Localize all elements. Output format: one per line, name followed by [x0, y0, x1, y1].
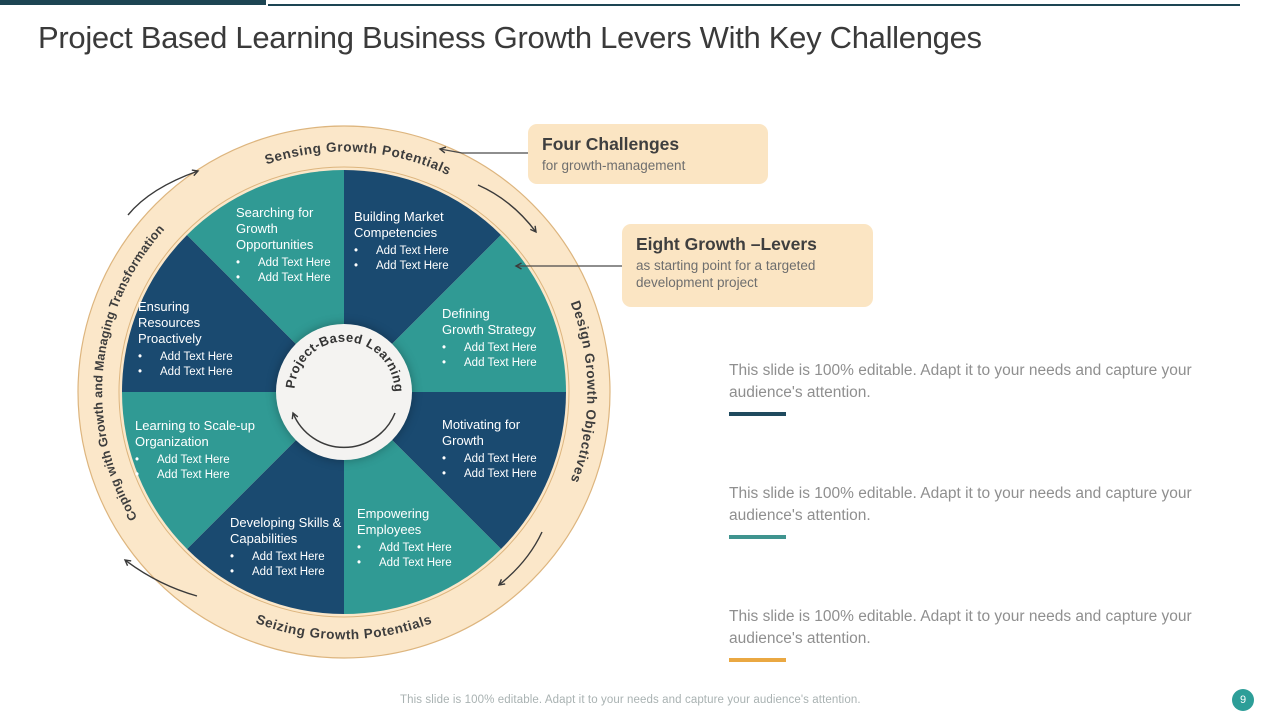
bullet-text: Add Text Here: [379, 556, 452, 569]
note-accent-bar: [729, 658, 786, 662]
bullet-text: Add Text Here: [464, 453, 537, 465]
editable-note-2[interactable]: This slide is 100% editable. Adapt it to…: [729, 483, 1221, 539]
segment-title: Developing Skills & Capabilities: [230, 515, 342, 546]
bullet-icon: •: [236, 257, 241, 269]
ring-arrow-ne-icon: [477, 184, 537, 234]
segment-text-defining-strategy[interactable]: Defining Growth Strategy • Add Text Here …: [442, 306, 560, 370]
bullet-text: Add Text Here: [157, 454, 230, 466]
note-text: This slide is 100% editable. Adapt it to…: [729, 362, 1192, 401]
segment-title: Empowering Employees: [357, 506, 430, 537]
bullet-icon: •: [135, 454, 140, 466]
callout-subtitle: for growth-management: [542, 158, 686, 173]
bullet-icon: •: [354, 245, 359, 257]
bullet-icon: •: [442, 356, 447, 369]
bullet-icon: •: [357, 556, 362, 569]
top-accent-line: [268, 4, 1240, 6]
segment-text-empowering-employees[interactable]: Empowering Employees • Add Text Here • Add…: [357, 506, 475, 570]
bullet-icon: •: [354, 259, 359, 272]
note-accent-bar: [729, 412, 786, 416]
bullet-icon: •: [138, 365, 143, 378]
bullet-text: Add Text Here: [252, 551, 325, 563]
page-number-badge[interactable]: 9: [1232, 689, 1254, 711]
bullet-text: Add Text Here: [464, 467, 537, 480]
bullet-icon: •: [230, 551, 235, 563]
callout-title: Four Challenges: [542, 134, 680, 154]
ring-arrow-se-icon: [497, 531, 543, 586]
inner-ring-border: [118, 166, 570, 618]
bullet-text: Add Text Here: [379, 542, 452, 554]
bullet-text: Add Text Here: [252, 565, 325, 578]
bullet-text: Add Text Here: [160, 365, 233, 378]
bullet-icon: •: [442, 453, 447, 465]
bullet-icon: •: [442, 342, 447, 354]
note-text: This slide is 100% editable. Adapt it to…: [729, 485, 1192, 524]
bullet-icon: •: [135, 468, 140, 481]
bullet-icon: •: [442, 467, 447, 480]
bullet-icon: •: [138, 351, 143, 363]
bullet-icon: •: [230, 565, 235, 578]
center-hub: [276, 324, 412, 460]
ring-arrow-sw-icon: [123, 559, 198, 597]
bullet-icon: •: [236, 271, 241, 284]
connector-four-challenges: [438, 146, 528, 154]
bullet-text: Add Text Here: [376, 259, 449, 272]
bullet-icon: •: [357, 542, 362, 554]
segment-text-building-market[interactable]: Building Market Competencies • Add Text H…: [354, 209, 480, 273]
center-cycle-arrow-icon: [291, 411, 396, 449]
segment-title: Defining Growth Strategy: [442, 306, 536, 337]
callout-eight-growth-levers[interactable]: Eight Growth –Levers as starting point f…: [622, 224, 873, 307]
ring-arrow-nw-icon: [127, 169, 200, 216]
note-accent-bar: [729, 535, 786, 539]
segment-text-searching-opportunities[interactable]: Searching for Growth Opportunities • Add …: [236, 205, 342, 285]
bullet-text: Add Text Here: [157, 468, 230, 481]
callout-four-challenges[interactable]: Four Challenges for growth-management: [528, 124, 768, 184]
segment-text-developing-skills[interactable]: Developing Skills & Capabilities • Add Te…: [230, 515, 362, 579]
top-accent-bar: [0, 0, 266, 5]
editable-note-1[interactable]: This slide is 100% editable. Adapt it to…: [729, 360, 1221, 416]
bullet-text: Add Text Here: [464, 342, 537, 354]
segment-title: Searching for Growth Opportunities: [236, 205, 314, 252]
page-title: Project Based Learning Business Growth L…: [38, 20, 982, 55]
segment-text-learning-scale-up[interactable]: Learning to Scale-up Organization • Add T…: [135, 418, 271, 482]
segment-title: Ensuring Resources Proactively: [138, 299, 202, 346]
segment-text-ensuring-resources[interactable]: Ensuring Resources Proactively • Add Text…: [138, 299, 238, 379]
segment-text-motivating-growth[interactable]: Motivating for Growth • Add Text Here • Ad…: [442, 417, 546, 481]
callout-title: Eight Growth –Levers: [636, 234, 817, 254]
callout-subtitle: as starting point for a targeted develop…: [636, 258, 816, 290]
bullet-text: Add Text Here: [376, 245, 449, 257]
bullet-text: Add Text Here: [258, 271, 331, 284]
note-text: This slide is 100% editable. Adapt it to…: [729, 608, 1192, 647]
segment-title: Building Market Competencies: [354, 209, 444, 240]
segment-title: Motivating for Growth: [442, 417, 521, 448]
bullet-text: Add Text Here: [258, 257, 331, 269]
segment-title: Learning to Scale-up Organization: [135, 418, 255, 449]
footer-note: This slide is 100% editable. Adapt it to…: [400, 694, 861, 706]
bullet-text: Add Text Here: [160, 351, 233, 363]
editable-note-3[interactable]: This slide is 100% editable. Adapt it to…: [729, 606, 1221, 662]
bullet-text: Add Text Here: [464, 356, 537, 369]
